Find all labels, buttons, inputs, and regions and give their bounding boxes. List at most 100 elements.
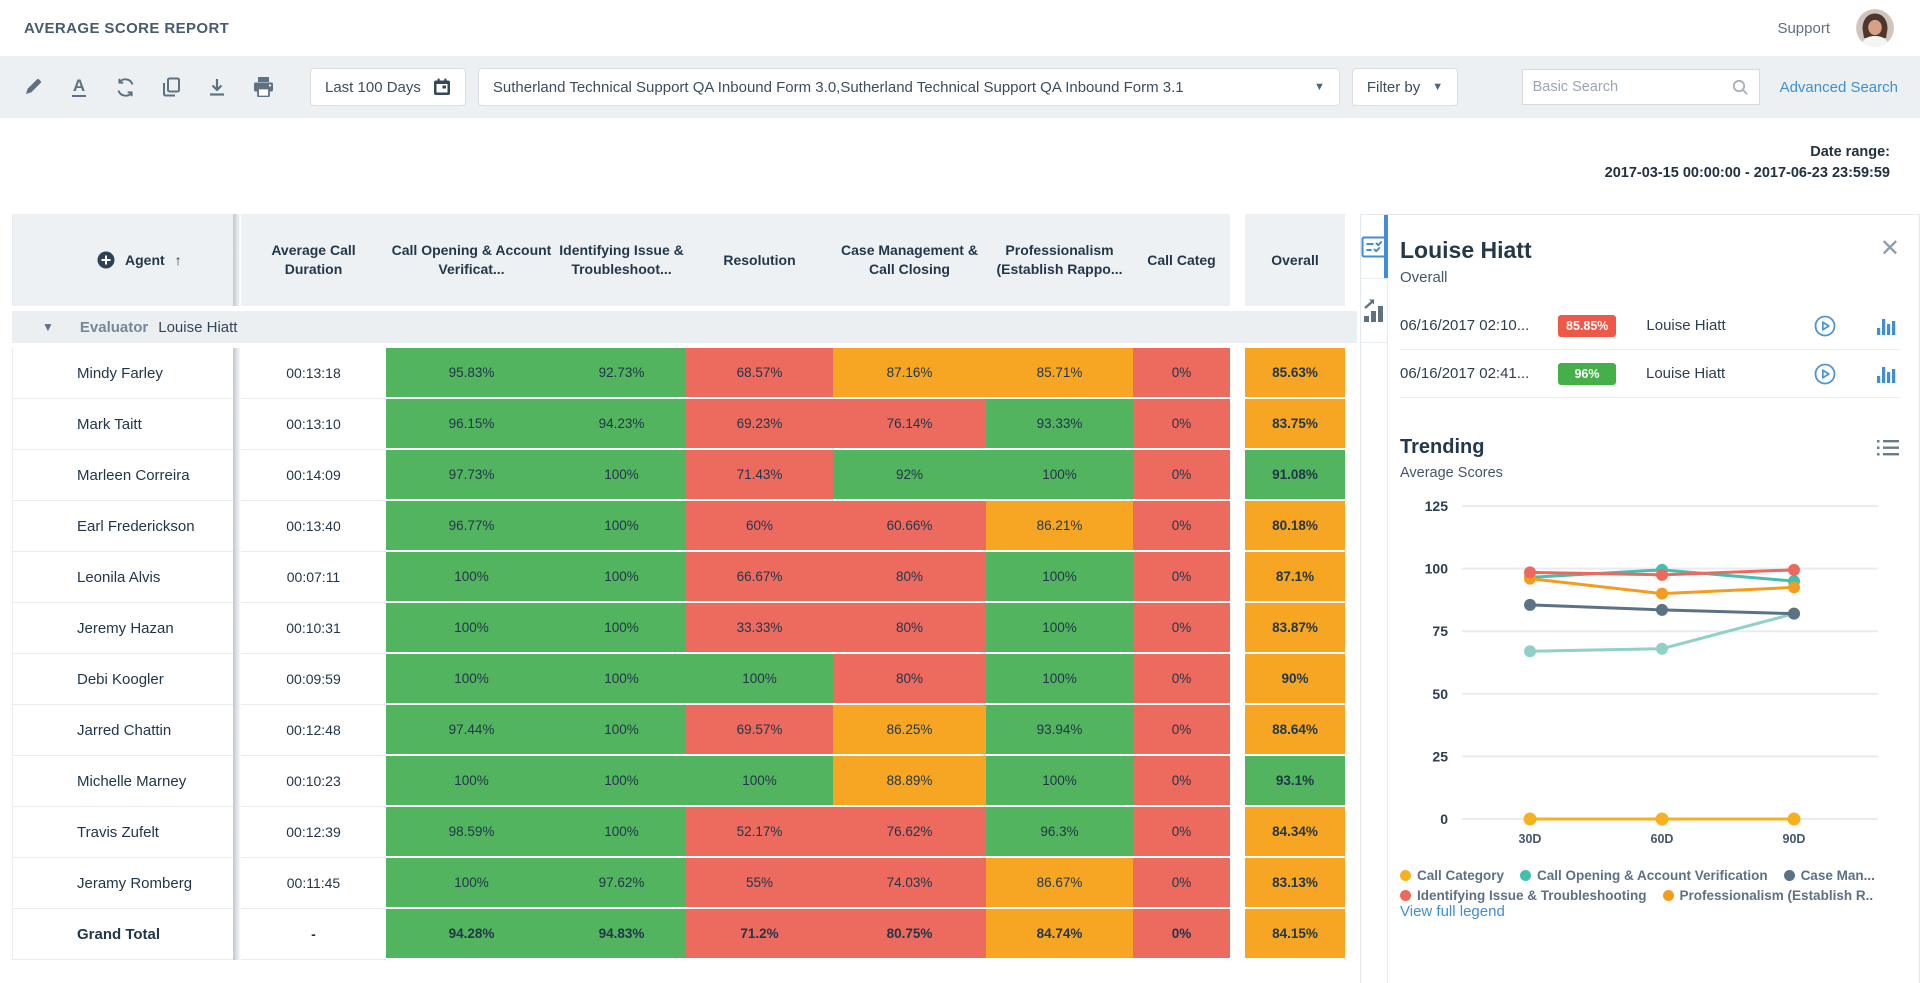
score-cell[interactable]: 100% <box>557 705 686 756</box>
score-cell[interactable]: 100% <box>986 450 1133 501</box>
score-cell[interactable]: 33.33% <box>686 603 833 654</box>
table-row[interactable]: Travis Zufelt 00:12:39 98.59% 100% 52.17% 76.… <box>12 807 1357 858</box>
score-cell[interactable]: 100% <box>557 807 686 858</box>
score-cell[interactable]: 52.17% <box>686 807 833 858</box>
table-row[interactable]: Debi Koogler 00:09:59 100% 100% 100% 80% 100% 0… <box>12 654 1357 705</box>
score-cell[interactable]: 0% <box>1133 858 1230 909</box>
score-cell[interactable]: 100% <box>557 654 686 705</box>
score-cell[interactable]: 71.43% <box>686 450 833 501</box>
overall-cell[interactable]: 93.1% <box>1245 756 1345 807</box>
font-color-icon[interactable]: A <box>71 76 87 97</box>
overall-cell[interactable]: 83.13% <box>1245 858 1345 909</box>
date-range-button[interactable]: Last 100 Days <box>310 68 466 106</box>
score-cell[interactable]: 55% <box>686 858 833 909</box>
evaluator-group-row[interactable]: ▼ Evaluator Louise Hiatt <box>12 311 1357 343</box>
avatar[interactable] <box>1856 9 1894 47</box>
agent-cell[interactable]: Earl Frederickson <box>12 501 233 552</box>
column-header-agent[interactable]: Agent ↑ <box>12 214 233 306</box>
view-scores-chart-icon[interactable] <box>1876 316 1896 336</box>
score-cell[interactable]: 0% <box>1133 654 1230 705</box>
column-header-overall[interactable]: Overall <box>1245 214 1345 306</box>
score-cell[interactable]: 87.16% <box>833 348 986 399</box>
score-cell[interactable]: 80% <box>833 552 986 603</box>
table-row[interactable]: Jeramy Romberg 00:11:45 100% 97.62% 55% 74.03… <box>12 858 1357 909</box>
agent-cell[interactable]: Travis Zufelt <box>12 807 233 858</box>
score-cell[interactable]: 69.57% <box>686 705 833 756</box>
score-cell[interactable]: 88.89% <box>833 756 986 807</box>
score-cell[interactable]: 95.83% <box>386 348 557 399</box>
table-row[interactable]: Mindy Farley 00:13:18 95.83% 92.73% 68.57% 87… <box>12 348 1357 399</box>
overall-cell[interactable]: 91.08% <box>1245 450 1345 501</box>
table-row[interactable]: Marleen Correira 00:14:09 97.73% 100% 71.43%… <box>12 450 1357 501</box>
column-header[interactable]: Case Management & Call Closing <box>833 214 986 306</box>
tab-trending[interactable] <box>1361 279 1387 343</box>
score-cell[interactable]: 68.57% <box>686 348 833 399</box>
score-cell[interactable]: 100% <box>386 603 557 654</box>
filter-by-dropdown[interactable]: Filter by ▼ <box>1351 68 1459 106</box>
table-row[interactable]: Jeremy Hazan 00:10:31 100% 100% 33.33% 80% 100… <box>12 603 1357 654</box>
advanced-search-link[interactable]: Advanced Search <box>1779 78 1898 96</box>
edit-icon[interactable] <box>22 76 44 98</box>
overall-cell[interactable]: 87.1% <box>1245 552 1345 603</box>
score-cell[interactable]: 100% <box>386 552 557 603</box>
agent-cell[interactable]: Mindy Farley <box>12 348 233 399</box>
column-header[interactable]: Professionalism (Establish Rappo... <box>986 214 1133 306</box>
agent-cell[interactable]: Mark Taitt <box>12 399 233 450</box>
view-scores-chart-icon[interactable] <box>1876 364 1896 384</box>
score-cell[interactable]: 100% <box>986 756 1133 807</box>
agent-cell[interactable]: Jeremy Hazan <box>12 603 233 654</box>
score-cell[interactable]: 97.73% <box>386 450 557 501</box>
column-header-call-category[interactable]: Call Categ <box>1133 214 1230 306</box>
add-column-icon[interactable] <box>97 251 115 269</box>
column-header[interactable]: Call Opening & Account Verificat... <box>386 214 557 306</box>
view-full-legend-link[interactable]: View full legend <box>1400 903 1505 920</box>
score-cell[interactable]: 93.94% <box>986 705 1133 756</box>
support-link[interactable]: Support <box>1777 19 1830 37</box>
score-cell[interactable]: 97.62% <box>557 858 686 909</box>
score-cell[interactable]: 94.28% <box>386 909 557 960</box>
score-cell[interactable]: 98.59% <box>386 807 557 858</box>
agent-cell[interactable]: Marleen Correira <box>12 450 233 501</box>
tab-evaluations[interactable] <box>1361 215 1388 279</box>
score-cell[interactable]: 96.15% <box>386 399 557 450</box>
column-header[interactable]: Resolution <box>686 214 833 306</box>
column-header[interactable]: Identifying Issue & Troubleshoot... <box>557 214 686 306</box>
agent-cell[interactable]: Leonila Alvis <box>12 552 233 603</box>
score-cell[interactable]: 100% <box>986 654 1133 705</box>
score-cell[interactable]: 100% <box>557 603 686 654</box>
evaluation-row[interactable]: 06/16/2017 02:10... 85.85% Louise Hiatt <box>1400 302 1900 350</box>
overall-cell[interactable]: 80.18% <box>1245 501 1345 552</box>
play-recording-icon[interactable] <box>1814 363 1836 385</box>
play-recording-icon[interactable] <box>1814 315 1836 337</box>
table-row[interactable]: Michelle Marney 00:10:23 100% 100% 100% 88.89… <box>12 756 1357 807</box>
close-icon[interactable]: ✕ <box>1879 235 1900 262</box>
score-cell[interactable]: 93.33% <box>986 399 1133 450</box>
score-cell[interactable]: 92% <box>833 450 986 501</box>
score-cell[interactable]: 100% <box>686 654 833 705</box>
score-cell[interactable]: 0% <box>1133 450 1230 501</box>
form-selector-dropdown[interactable]: Sutherland Technical Support QA Inbound … <box>477 68 1340 106</box>
legend-list-icon[interactable] <box>1876 438 1900 458</box>
score-cell[interactable]: 100% <box>986 603 1133 654</box>
agent-cell[interactable]: Jarred Chattin <box>12 705 233 756</box>
score-cell[interactable]: 86.67% <box>986 858 1133 909</box>
score-cell[interactable]: 96.3% <box>986 807 1133 858</box>
agent-cell[interactable]: Debi Koogler <box>12 654 233 705</box>
score-cell[interactable]: 92.73% <box>557 348 686 399</box>
overall-cell[interactable]: 85.63% <box>1245 348 1345 399</box>
score-cell[interactable]: 100% <box>557 552 686 603</box>
search-input[interactable] <box>1532 79 1732 95</box>
table-row[interactable]: Leonila Alvis 00:07:11 100% 100% 66.67% 80% 10… <box>12 552 1357 603</box>
agent-cell[interactable]: Michelle Marney <box>12 756 233 807</box>
score-cell[interactable]: 100% <box>386 654 557 705</box>
score-cell[interactable]: 100% <box>557 501 686 552</box>
agent-cell[interactable]: Grand Total <box>12 909 233 960</box>
agent-cell[interactable]: Jeramy Romberg <box>12 858 233 909</box>
score-cell[interactable]: 76.62% <box>833 807 986 858</box>
overall-cell[interactable]: 84.15% <box>1245 909 1345 960</box>
score-cell[interactable]: 71.2% <box>686 909 833 960</box>
score-cell[interactable]: 0% <box>1133 756 1230 807</box>
score-cell[interactable]: 0% <box>1133 552 1230 603</box>
score-cell[interactable]: 0% <box>1133 807 1230 858</box>
overall-cell[interactable]: 83.87% <box>1245 603 1345 654</box>
